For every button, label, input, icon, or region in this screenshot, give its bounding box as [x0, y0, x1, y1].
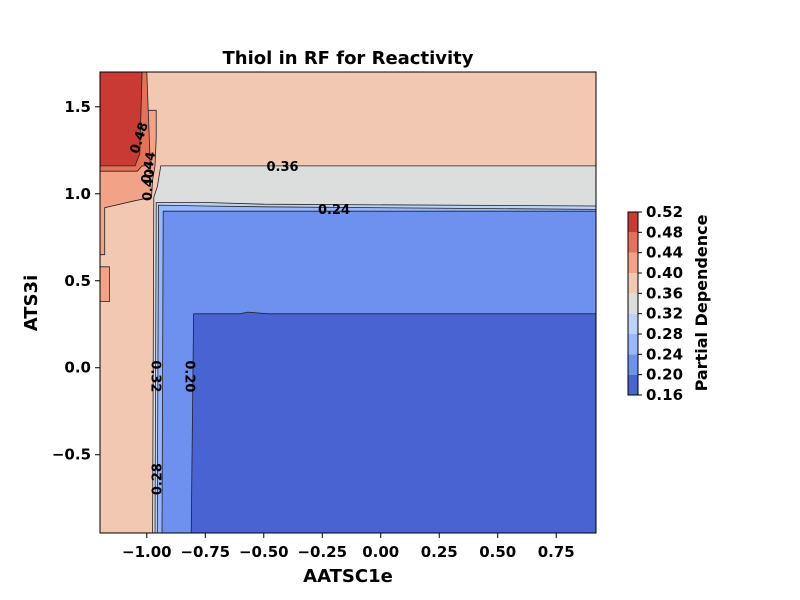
colorbar-band-2 — [628, 334, 638, 355]
contour-regions — [100, 72, 596, 533]
chart-title: Thiol in RF for Reactivity — [223, 48, 474, 69]
x-tick-label-7: 0.75 — [538, 543, 575, 561]
x-tick-label-0: −1.00 — [122, 543, 172, 561]
colorbar-band-8 — [628, 212, 638, 233]
contour-region-7 — [100, 266, 110, 303]
colorbar-tick-label-8: 0.48 — [646, 223, 683, 241]
contour-label-1: 0.44 — [139, 151, 159, 185]
x-tick-label-6: 0.50 — [479, 543, 516, 561]
y-tick-label-4: 1.5 — [64, 98, 91, 116]
colorbar-tick-label-1: 0.20 — [646, 366, 683, 384]
colorbar-tick-label-9: 0.52 — [646, 203, 683, 221]
x-axis-label: AATSC1e — [303, 566, 393, 587]
x-tick-label-5: 0.25 — [421, 543, 458, 561]
colorbar-frame — [627, 211, 639, 396]
x-tick-label-4: 0.00 — [362, 543, 399, 561]
x-tick-label-2: −0.50 — [239, 543, 289, 561]
colorbar-tick-label-6: 0.40 — [646, 264, 683, 282]
colorbar-band-6 — [628, 252, 638, 273]
colorbar-tick-label-5: 0.36 — [646, 284, 683, 302]
x-tick-label-3: −0.25 — [297, 543, 347, 561]
colorbar-band-1 — [628, 354, 638, 375]
contour-region-5 — [190, 311, 596, 533]
y-tick-label-3: 1.0 — [64, 185, 91, 203]
y-axis-label: ATS3i — [21, 275, 42, 331]
contour-labels: 0.480.440.400.360.240.32 0.200.28 — [128, 121, 350, 496]
colorbar-band-5 — [628, 273, 638, 294]
colorbar-tick-label-4: 0.32 — [646, 305, 683, 323]
y-tick-label-1: 0.0 — [64, 359, 91, 377]
contour-label-2: 0.40 — [140, 168, 158, 201]
contour-label-7: 0.28 — [151, 463, 166, 495]
colorbar-band-7 — [628, 232, 638, 253]
colorbar-tick-label-7: 0.44 — [646, 244, 683, 262]
contour-region-9 — [100, 72, 143, 167]
colorbar: 0.16 0.20 0.24 0.28 0.32 0.36 0.40 0.44 0.48 0.52 — [627, 203, 683, 404]
contour-label-3: 0.36 — [266, 160, 298, 175]
y-tick-label-2: 0.5 — [64, 272, 91, 290]
colorbar-label: Partial Dependence — [692, 214, 711, 391]
colorbar-band-3 — [628, 313, 638, 334]
x-tick-label-1: −0.75 — [180, 543, 230, 561]
colorbar-tick-label-3: 0.28 — [646, 325, 683, 343]
y-tick-label-0: −0.5 — [52, 446, 91, 464]
y-axis-ticks: −0.5 0.0 0.5 1.0 1.5 — [52, 98, 100, 464]
contour-label-5: 0.32 — [148, 360, 163, 392]
colorbar-tick-label-0: 0.16 — [646, 386, 683, 404]
colorbar-tick-label-2: 0.24 — [646, 345, 683, 363]
contour-label-4: 0.24 — [318, 203, 350, 218]
x-axis-ticks: −1.00 −0.75 −0.50 −0.25 0.00 0.25 0.50 0.75 — [122, 533, 575, 561]
colorbar-band-4 — [628, 293, 638, 314]
contour-label-6: 0.20 — [181, 360, 196, 392]
plot-frame — [99, 71, 597, 534]
colorbar-band-0 — [628, 374, 638, 395]
